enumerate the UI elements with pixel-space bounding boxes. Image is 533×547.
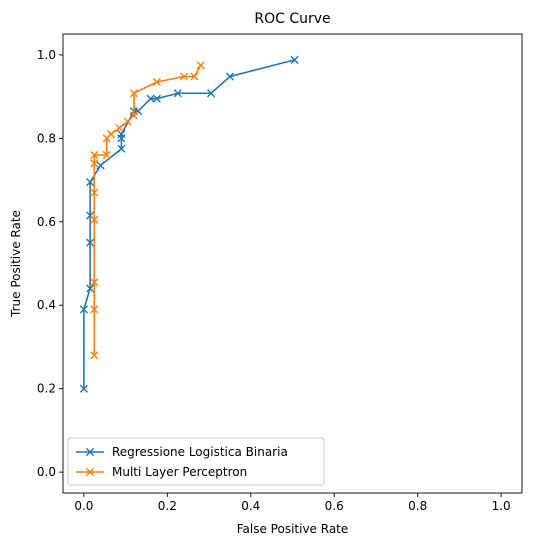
data-point	[129, 89, 139, 98]
data-point	[196, 61, 205, 70]
data-point	[173, 89, 182, 98]
chart-title: ROC Curve	[254, 11, 330, 27]
data-point	[90, 159, 99, 168]
series-line	[83, 59, 295, 389]
data-point	[123, 117, 132, 126]
data-point	[86, 284, 95, 293]
data-point	[117, 130, 126, 139]
legend-entry: Multi Layer Perceptron	[76, 465, 247, 479]
data-point	[146, 94, 155, 103]
y-tick-label: 0.2	[37, 382, 56, 396]
series-line	[93, 64, 202, 356]
y-tick-label: 0.8	[37, 131, 56, 145]
data-point	[90, 278, 99, 287]
data-point	[79, 305, 88, 314]
data-point	[290, 55, 299, 64]
data-point	[106, 130, 116, 139]
data-point	[86, 178, 95, 187]
x-tick-label: 0.6	[325, 499, 344, 513]
data-point	[90, 150, 99, 160]
legend-box	[67, 437, 325, 486]
data-point	[207, 89, 216, 98]
legend-marker	[85, 447, 95, 457]
x-tick-label: 0.2	[158, 499, 177, 513]
plot-frame	[62, 33, 523, 494]
y-tick-label: 0.0	[37, 465, 56, 479]
data-point	[90, 351, 99, 360]
y-axis-title: True Positive Rate	[9, 210, 23, 318]
legend-entry: Regressione Logistica Binaria	[76, 445, 288, 459]
data-point	[225, 72, 235, 81]
data-point	[102, 150, 111, 160]
data-point	[117, 144, 126, 153]
y-tick-label: 0.6	[37, 215, 56, 229]
data-point	[90, 305, 99, 314]
data-point	[79, 384, 88, 393]
legend-marker	[85, 467, 95, 477]
data-point	[90, 188, 99, 197]
series-2	[90, 61, 205, 360]
legend-label: Regressione Logistica Binaria	[112, 445, 288, 459]
data-point	[152, 94, 161, 103]
x-tick-label: 1.0	[492, 499, 511, 513]
y-tick-label: 0.4	[37, 298, 56, 312]
data-point	[96, 161, 105, 170]
x-axis-title: False Positive Rate	[237, 522, 349, 536]
data-point	[179, 72, 189, 81]
y-tick-label: 1.0	[37, 48, 56, 62]
legend-label: Multi Layer Perceptron	[112, 465, 247, 479]
data-point	[115, 123, 124, 132]
x-tick-label: 0.4	[241, 499, 260, 513]
data-point	[129, 111, 139, 120]
series-1	[79, 55, 299, 393]
data-point	[86, 238, 95, 247]
x-tick-label: 0.8	[408, 499, 427, 513]
data-point	[90, 215, 99, 224]
data-point	[152, 77, 161, 87]
x-tick-label: 0.0	[74, 499, 93, 513]
data-point	[190, 72, 199, 81]
